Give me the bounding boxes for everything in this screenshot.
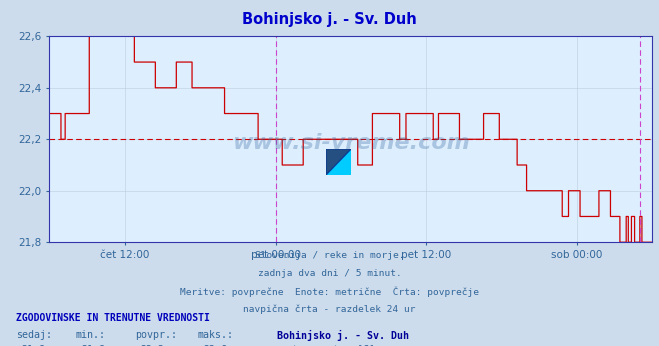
Text: temperatura[C]: temperatura[C] [291, 345, 375, 346]
Text: Slovenija / reke in morje.: Slovenija / reke in morje. [255, 251, 404, 260]
Text: ZGODOVINSKE IN TRENUTNE VREDNOSTI: ZGODOVINSKE IN TRENUTNE VREDNOSTI [16, 313, 210, 323]
Text: 21,8: 21,8 [81, 345, 105, 346]
Text: www.si-vreme.com: www.si-vreme.com [232, 133, 470, 153]
Text: maks.:: maks.: [198, 330, 234, 340]
Text: sedaj:: sedaj: [16, 330, 53, 340]
Polygon shape [326, 149, 351, 175]
Text: 22,2: 22,2 [140, 345, 164, 346]
Text: 21,8: 21,8 [22, 345, 45, 346]
Polygon shape [326, 149, 351, 175]
Text: 22,6: 22,6 [203, 345, 227, 346]
Text: Bohinjsko j. - Sv. Duh: Bohinjsko j. - Sv. Duh [242, 12, 417, 27]
Text: min.:: min.: [76, 330, 106, 340]
Polygon shape [326, 149, 351, 175]
Text: Meritve: povprečne  Enote: metrične  Črta: povprečje: Meritve: povprečne Enote: metrične Črta:… [180, 287, 479, 297]
Text: povpr.:: povpr.: [135, 330, 177, 340]
Text: navpična črta - razdelek 24 ur: navpična črta - razdelek 24 ur [243, 305, 416, 314]
Text: zadnja dva dni / 5 minut.: zadnja dva dni / 5 minut. [258, 269, 401, 278]
Text: Bohinjsko j. - Sv. Duh: Bohinjsko j. - Sv. Duh [277, 330, 409, 341]
